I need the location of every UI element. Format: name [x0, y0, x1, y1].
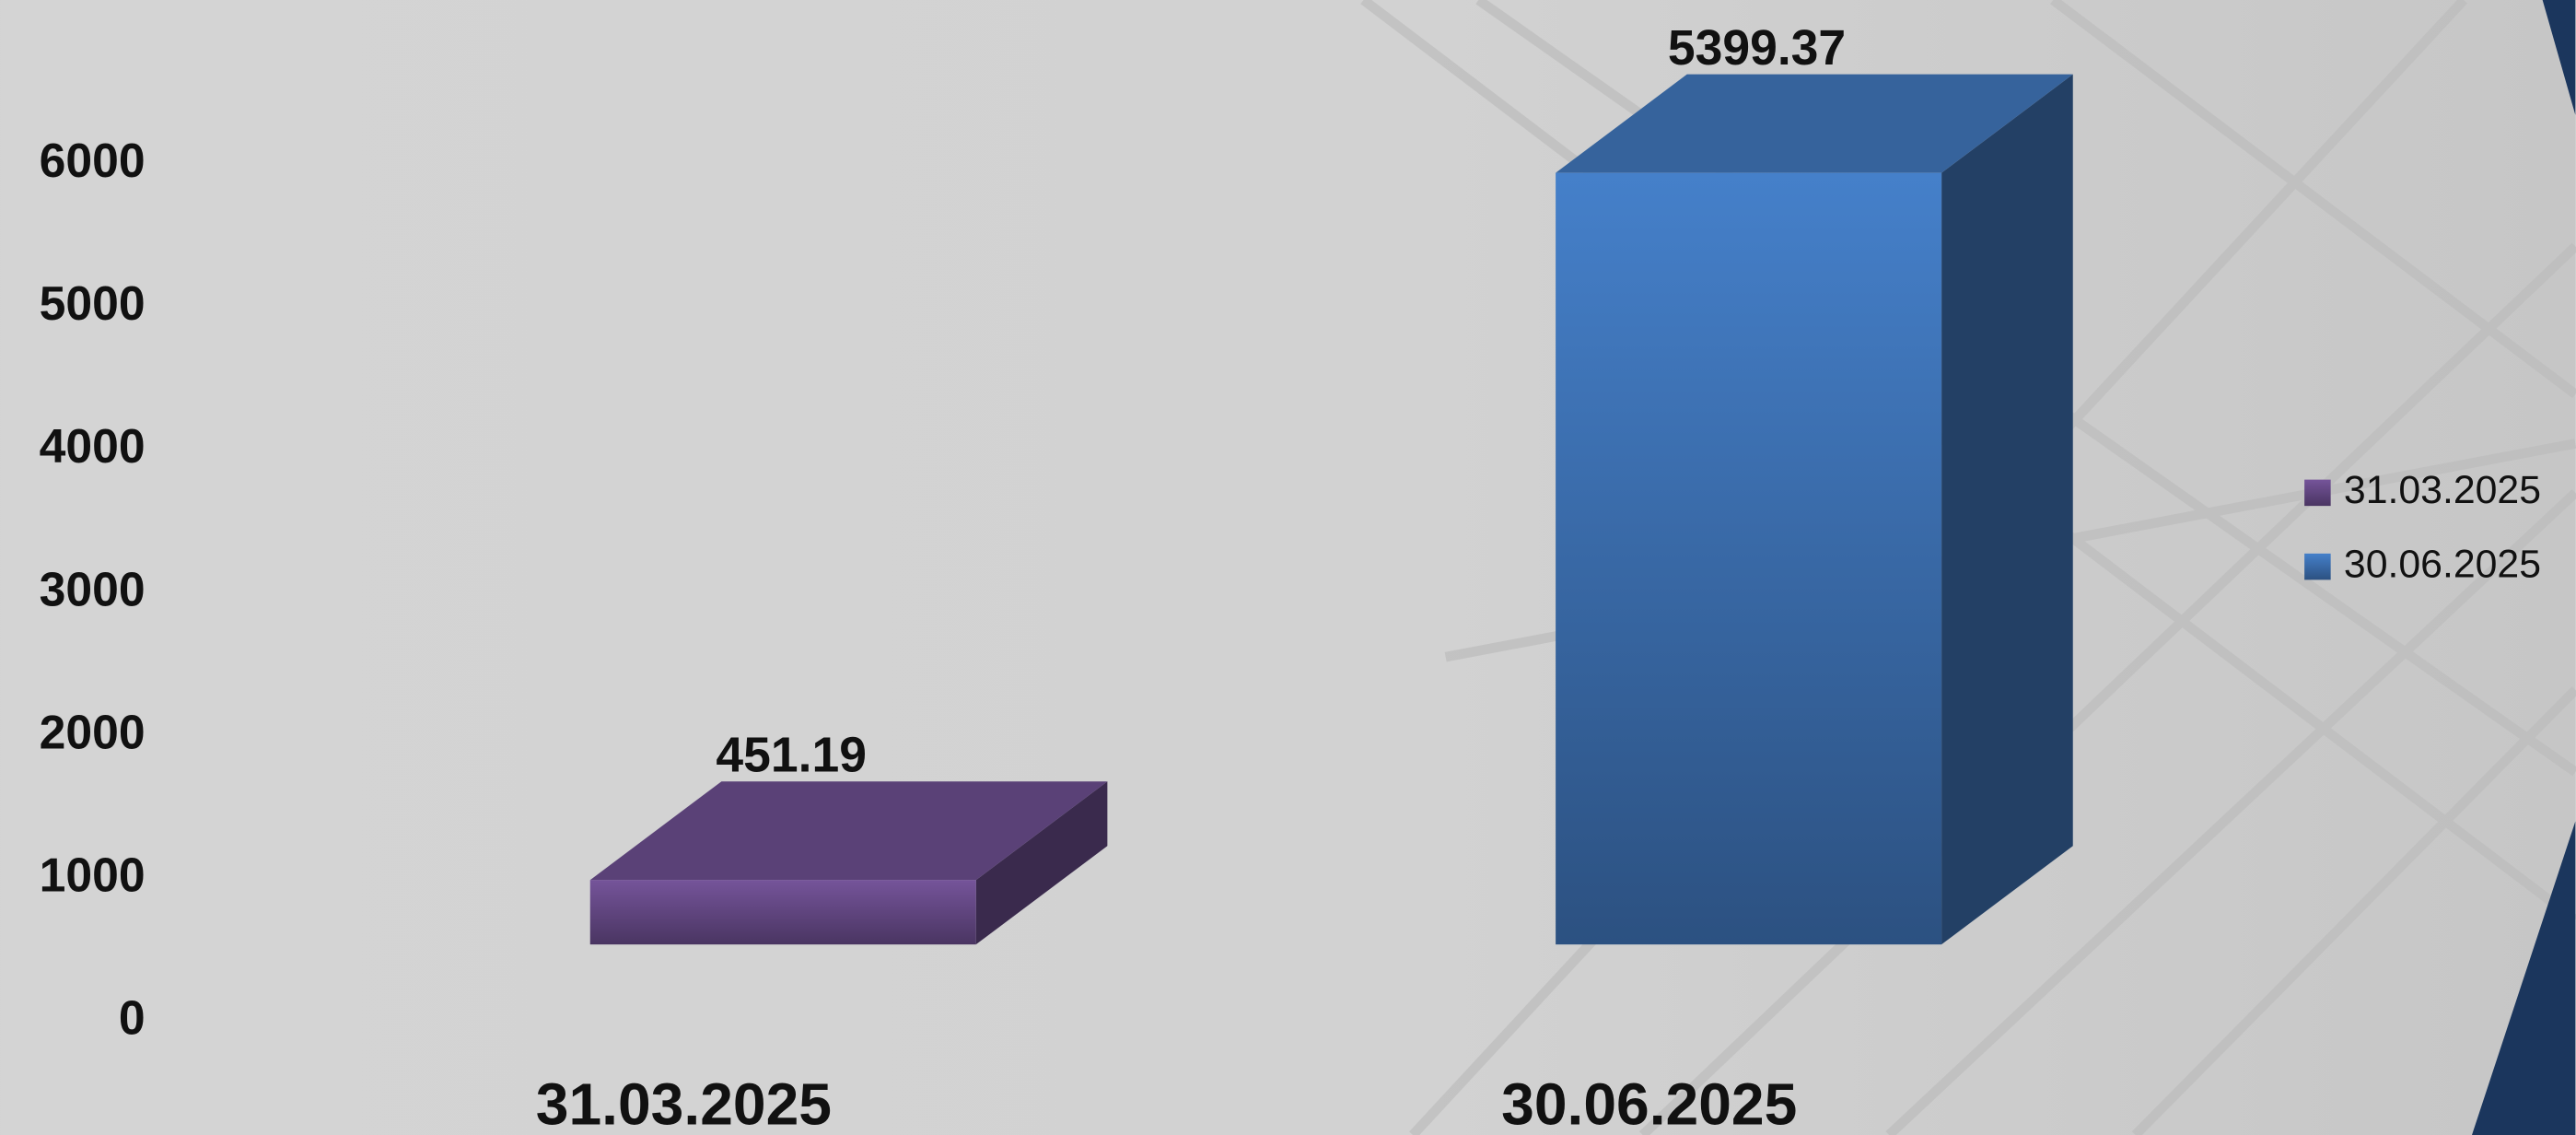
data-label: 451.19: [716, 728, 867, 782]
y-tick-label: 0: [119, 991, 146, 1045]
y-tick-label: 3000: [40, 562, 146, 615]
y-tick-label: 4000: [40, 419, 146, 473]
bar-top: [589, 781, 1108, 881]
bar-side: [1941, 74, 2073, 945]
y-tick-label: 6000: [40, 134, 146, 187]
bar: [589, 880, 976, 945]
bar-top: [1556, 74, 2073, 173]
data-label: 5399.37: [1668, 21, 1846, 76]
legend-swatch: [2304, 553, 2331, 580]
x-tick-label: 30.06.2025: [1501, 1071, 1797, 1135]
y-tick-label: 1000: [40, 848, 146, 902]
legend-label: 30.06.2025: [2344, 542, 2541, 586]
bar: [1556, 172, 1942, 945]
bar-side: [975, 781, 1108, 945]
y-tick-label: 5000: [40, 276, 146, 330]
legend-label: 31.03.2025: [2344, 468, 2541, 512]
x-tick-label: 31.03.2025: [536, 1071, 832, 1135]
y-tick-label: 2000: [40, 705, 146, 758]
legend-swatch: [2304, 479, 2331, 507]
